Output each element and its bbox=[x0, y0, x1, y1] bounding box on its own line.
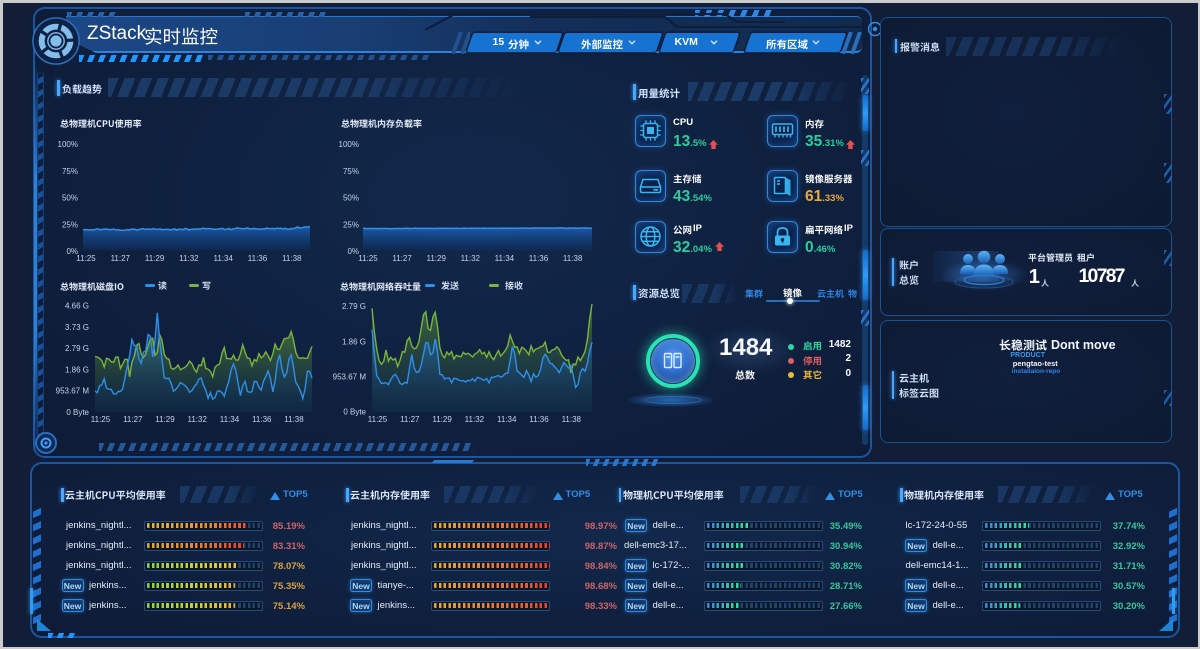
svg-text:11:29: 11:29 bbox=[145, 254, 165, 263]
svg-text:11:38: 11:38 bbox=[282, 254, 302, 263]
svg-text:0%: 0% bbox=[347, 247, 359, 256]
svg-text:11:32: 11:32 bbox=[179, 254, 199, 263]
svg-text:2.79 G: 2.79 G bbox=[342, 302, 366, 311]
svg-text:11:32: 11:32 bbox=[465, 415, 485, 424]
svg-text:11:38: 11:38 bbox=[284, 415, 304, 424]
svg-text:3.73 G: 3.73 G bbox=[65, 323, 89, 332]
svg-text:11:25: 11:25 bbox=[358, 254, 378, 263]
svg-text:4.66 G: 4.66 G bbox=[65, 302, 89, 311]
svg-text:953.67 M: 953.67 M bbox=[333, 373, 367, 382]
svg-text:1.86 G: 1.86 G bbox=[342, 337, 366, 346]
svg-text:11:34: 11:34 bbox=[497, 415, 517, 424]
svg-text:11:29: 11:29 bbox=[432, 415, 452, 424]
svg-text:11:36: 11:36 bbox=[252, 415, 272, 424]
svg-text:0 Byte: 0 Byte bbox=[343, 408, 366, 417]
svg-text:11:32: 11:32 bbox=[461, 254, 481, 263]
svg-text:11:32: 11:32 bbox=[187, 415, 207, 424]
svg-text:11:27: 11:27 bbox=[123, 415, 143, 424]
svg-text:11:34: 11:34 bbox=[495, 254, 515, 263]
svg-text:0%: 0% bbox=[66, 247, 78, 256]
svg-text:25%: 25% bbox=[62, 220, 78, 229]
svg-text:11:27: 11:27 bbox=[400, 415, 420, 424]
svg-text:0 Byte: 0 Byte bbox=[66, 408, 89, 417]
svg-text:11:38: 11:38 bbox=[562, 415, 582, 424]
svg-text:11:36: 11:36 bbox=[248, 254, 268, 263]
svg-text:2.79 G: 2.79 G bbox=[65, 344, 89, 353]
svg-text:11:27: 11:27 bbox=[111, 254, 131, 263]
svg-text:11:38: 11:38 bbox=[563, 254, 583, 263]
svg-text:953.67 M: 953.67 M bbox=[56, 387, 90, 396]
svg-text:11:25: 11:25 bbox=[76, 254, 96, 263]
svg-text:11:29: 11:29 bbox=[426, 254, 446, 263]
svg-text:11:25: 11:25 bbox=[368, 415, 388, 424]
svg-text:75%: 75% bbox=[62, 167, 78, 176]
svg-text:1.86 G: 1.86 G bbox=[65, 365, 89, 374]
svg-text:75%: 75% bbox=[343, 167, 359, 176]
svg-text:11:36: 11:36 bbox=[529, 254, 549, 263]
svg-text:11:36: 11:36 bbox=[529, 415, 549, 424]
svg-text:11:25: 11:25 bbox=[91, 415, 111, 424]
svg-text:11:34: 11:34 bbox=[213, 254, 233, 263]
svg-text:11:27: 11:27 bbox=[392, 254, 412, 263]
svg-text:50%: 50% bbox=[343, 194, 359, 203]
svg-text:11:34: 11:34 bbox=[220, 415, 240, 424]
svg-text:50%: 50% bbox=[62, 194, 78, 203]
svg-text:100%: 100% bbox=[58, 140, 78, 149]
svg-text:25%: 25% bbox=[343, 220, 359, 229]
svg-text:11:29: 11:29 bbox=[155, 415, 175, 424]
svg-text:100%: 100% bbox=[339, 140, 359, 149]
